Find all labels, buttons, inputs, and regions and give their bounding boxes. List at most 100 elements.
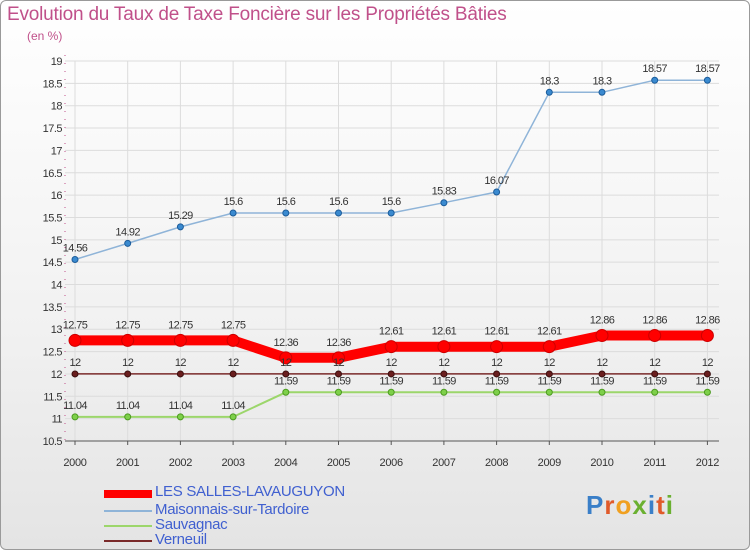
data-label-les-salles: 12.36: [326, 337, 351, 349]
data-point-sauvagnac: [598, 388, 606, 396]
data-label-verneuil: 12: [438, 357, 450, 369]
logo-letter: o: [615, 490, 633, 520]
data-label-verneuil: 12: [649, 357, 661, 369]
x-tick-label: 2000: [63, 457, 86, 469]
y-tick-label: 17.5: [43, 123, 63, 135]
data-point-sauvagnac: [124, 413, 132, 421]
x-tick-label: 2001: [116, 457, 139, 469]
data-point-les-salles: [595, 328, 609, 342]
legend-swatch-maisonnais: [104, 510, 152, 512]
data-label-sauvagnac: 11.59: [432, 375, 456, 387]
data-label-les-salles: 12.86: [590, 314, 615, 326]
y-tick-label: 16: [51, 190, 63, 202]
data-point-sauvagnac: [229, 413, 237, 421]
data-point-verneuil: [335, 370, 342, 378]
y-tick-label: 13: [51, 324, 63, 336]
x-tick-label: 2007: [432, 457, 455, 469]
data-point-les-salles: [490, 340, 504, 354]
data-label-maisonnais: 18.3: [592, 75, 611, 87]
data-point-les-salles: [279, 351, 293, 365]
y-unit-label: (en %): [27, 29, 63, 43]
y-tick-label: 14.5: [43, 257, 63, 269]
data-point-les-salles: [226, 333, 240, 347]
data-point-verneuil: [651, 370, 659, 378]
data-point-maisonnais: [651, 76, 659, 84]
data-point-verneuil: [387, 370, 395, 378]
data-label-sauvagnac: 11.59: [590, 375, 614, 387]
x-tick-label: 2012: [696, 457, 719, 469]
logo-letter: t: [656, 490, 666, 520]
data-point-sauvagnac: [387, 388, 395, 396]
data-label-verneuil: 12: [596, 357, 608, 369]
data-point-les-salles: [648, 328, 662, 342]
data-label-verneuil: 12: [228, 357, 240, 369]
y-tick-label: 10.5: [43, 436, 63, 448]
gridlines: [65, 60, 719, 442]
data-label-maisonnais: 18.57: [695, 63, 720, 75]
data-label-sauvagnac: 11.59: [643, 375, 667, 387]
data-label-les-salles: 12.75: [168, 319, 193, 331]
x-tick-labels: 2000 2001 2002 2003 2004 2005 2006 2007 2008 2009…: [63, 441, 720, 469]
logo-letter: P: [586, 490, 605, 520]
data-label-sauvagnac: 11.04: [169, 400, 193, 412]
data-point-maisonnais: [176, 223, 184, 231]
logo-letter: i: [665, 490, 674, 520]
data-point-sauvagnac: [651, 388, 659, 396]
data-point-maisonnais: [282, 209, 290, 217]
data-label-verneuil: 12: [386, 357, 398, 369]
data-point-maisonnais: [545, 88, 553, 96]
data-label-verneuil: 12: [280, 357, 292, 369]
y-tick-labels: 10.5 11 11.5 12 12.5 13 13.5 14 14.5 15 15.5 16 16.5…: [43, 56, 63, 448]
legend-label-verneuil: Verneuil: [155, 531, 207, 548]
y-tick-label: 18.5: [43, 78, 63, 90]
data-point-les-salles: [700, 328, 714, 342]
y-tick-label: 17: [51, 145, 63, 157]
data-point-maisonnais: [440, 199, 448, 207]
legend-label-sauvagnac: Sauvagnac: [155, 516, 228, 533]
data-label-les-salles: 12.86: [695, 314, 720, 326]
data-point-verneuil: [282, 370, 290, 378]
data-point-sauvagnac: [545, 388, 553, 396]
data-point-les-salles: [384, 340, 398, 354]
data-label-verneuil: 12: [491, 357, 503, 369]
data-label-les-salles: 12.61: [537, 326, 562, 338]
y-tick-label: 11.5: [43, 391, 62, 403]
y-tick-label: 12: [51, 369, 63, 381]
data-label-maisonnais: 15.83: [432, 186, 457, 198]
y-tick-label: 19: [51, 56, 63, 68]
data-point-sauvagnac: [493, 388, 501, 396]
x-tick-label: 2003: [221, 457, 244, 469]
data-label-maisonnais: 15.6: [382, 196, 401, 208]
data-point-sauvagnac: [335, 388, 342, 396]
logo-letter: i: [647, 490, 657, 520]
data-label-les-salles: 12.61: [379, 326, 404, 338]
data-label-sauvagnac: 11.04: [63, 400, 87, 412]
data-point-maisonnais: [387, 209, 395, 217]
logo-letter: x: [632, 490, 648, 520]
data-label-les-salles: 12.75: [63, 319, 88, 331]
data-label-maisonnais: 15.6: [329, 196, 348, 208]
x-tick-label: 2002: [169, 457, 192, 469]
legend-label-les-salles: LES SALLES-LAVAUGUYON: [155, 483, 345, 500]
data-label-maisonnais: 16.07: [484, 175, 509, 187]
legend-swatch-les-salles: [104, 490, 152, 498]
data-point-les-salles: [68, 333, 82, 347]
x-tick-label: 2004: [274, 457, 297, 469]
y-tick-label: 14: [51, 280, 63, 292]
data-point-sauvagnac: [176, 413, 184, 421]
data-point-maisonnais: [335, 209, 342, 217]
legend-swatch-sauvagnac: [104, 525, 152, 527]
data-point-verneuil: [71, 370, 79, 378]
x-tick-label: 2005: [327, 457, 350, 469]
data-label-sauvagnac: 11.59: [379, 375, 403, 387]
data-label-sauvagnac: 11.04: [221, 400, 245, 412]
data-point-maisonnais: [703, 76, 711, 84]
y-tick-label: 15: [51, 235, 63, 247]
data-label-verneuil: 12: [544, 357, 556, 369]
series-points: [68, 76, 714, 421]
data-label-les-salles: 12.75: [115, 319, 140, 331]
data-label-les-salles: 12.36: [274, 337, 299, 349]
data-point-verneuil: [229, 370, 237, 378]
data-point-les-salles: [542, 340, 556, 354]
